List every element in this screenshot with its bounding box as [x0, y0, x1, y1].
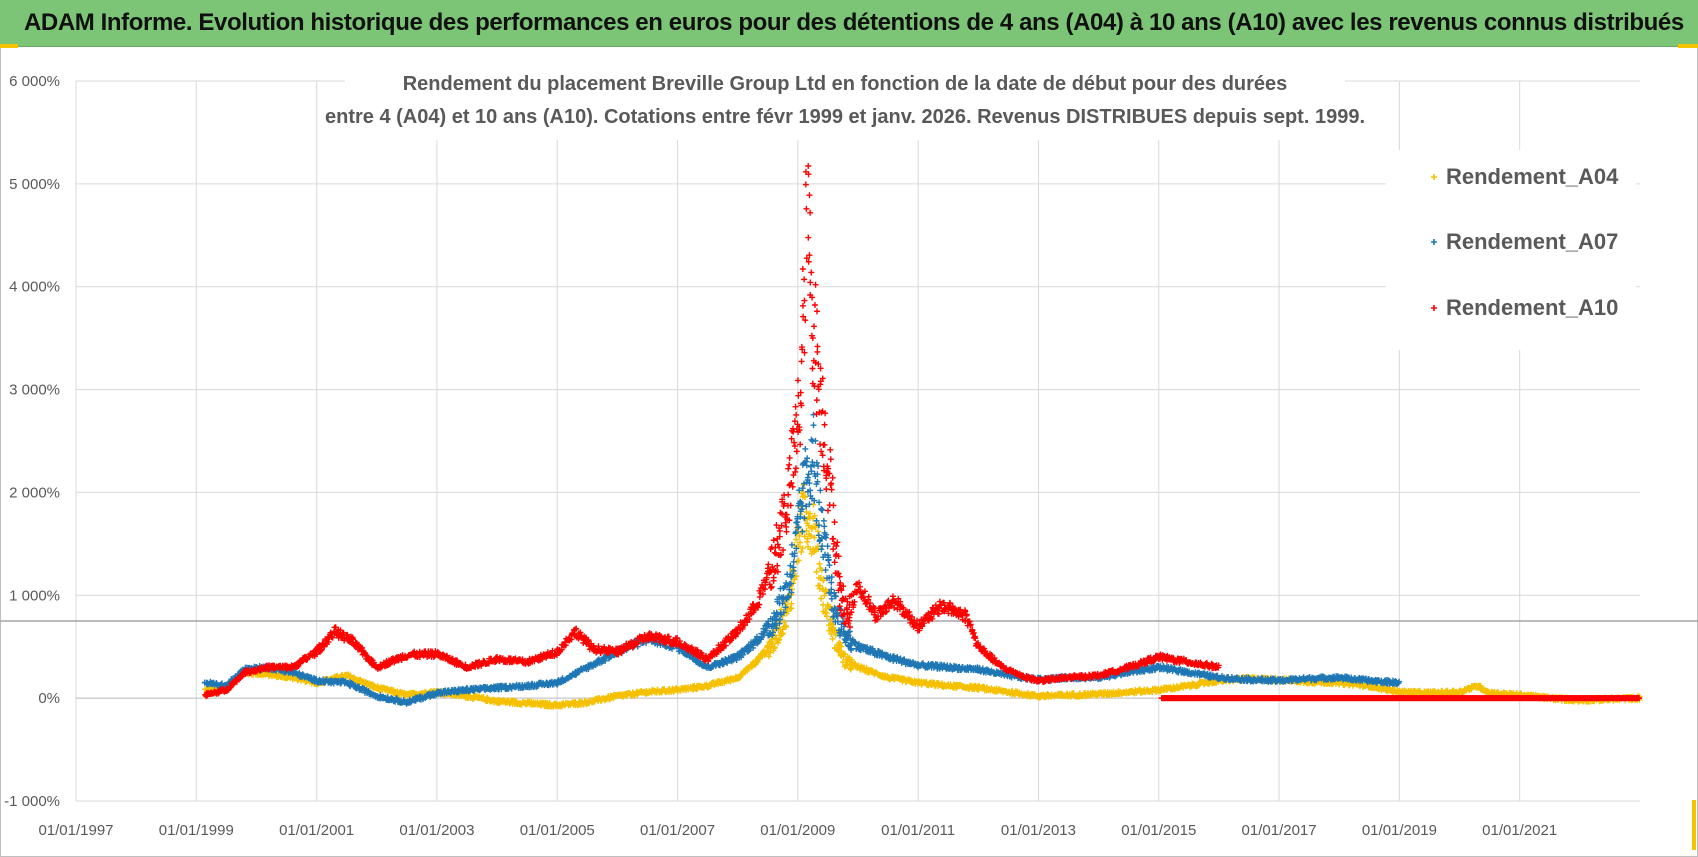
data-point: [810, 422, 817, 429]
data-point: [829, 635, 836, 642]
data-point: [811, 512, 818, 519]
data-point: [800, 480, 807, 487]
series-Rendement_A04: [202, 481, 1643, 710]
x-tick-label: 01/01/2017: [1242, 822, 1317, 839]
data-point: [801, 515, 808, 522]
data-point: [782, 623, 789, 630]
data-point: [822, 567, 829, 574]
data-point: [811, 534, 818, 541]
x-tick-label: 01/01/2015: [1121, 822, 1196, 839]
y-tick-label: -1 000%: [4, 793, 60, 810]
series-Rendement_A10: [202, 117, 1222, 700]
data-point: [805, 522, 812, 529]
data-point: [803, 509, 810, 516]
data-point: [771, 644, 778, 651]
corner-marker-top-right: [1678, 44, 1698, 48]
y-tick-label: 2 000%: [9, 484, 60, 501]
x-tick-label: 01/01/2005: [520, 822, 595, 839]
data-point: [801, 494, 808, 501]
data-point: [819, 506, 826, 513]
data-point: [794, 519, 801, 526]
data-point: [818, 595, 825, 602]
data-point: [820, 517, 827, 524]
data-point: [826, 562, 833, 569]
data-point: [802, 445, 809, 452]
data-point: [837, 640, 844, 647]
x-tick-label: 01/01/2001: [279, 822, 354, 839]
data-point: [788, 605, 795, 612]
data-point: [820, 577, 827, 584]
data-point: [796, 539, 803, 546]
data-point: [821, 523, 828, 530]
x-tick-label: 01/01/2007: [640, 822, 715, 839]
data-point: [816, 560, 823, 567]
y-tick-label: 1 000%: [9, 587, 60, 604]
data-point: [793, 536, 800, 543]
data-point: [765, 653, 772, 660]
data-point: [767, 649, 774, 656]
data-point: [838, 643, 845, 650]
x-tick-label: 01/01/1999: [159, 822, 234, 839]
data-point: [829, 621, 836, 628]
page-title: ADAM Informe. Evolution historique des p…: [24, 9, 1684, 36]
data-point: [815, 463, 822, 470]
data-point: [808, 532, 815, 539]
x-tick-label: 01/01/1997: [38, 822, 113, 839]
x-tick-label: 01/01/2019: [1362, 822, 1437, 839]
data-point: [805, 514, 812, 521]
x-tick-label: 01/01/2013: [1001, 822, 1076, 839]
corner-marker-bottom-right: [1692, 800, 1696, 850]
x-tick-label: 01/01/2011: [881, 822, 955, 839]
x-tick-label: 01/01/2021: [1482, 822, 1557, 839]
data-point: [821, 592, 828, 599]
y-tick-label: 5 000%: [9, 176, 60, 193]
data-point: [776, 636, 783, 643]
data-point: [769, 640, 776, 647]
y-tick-label: 3 000%: [9, 382, 60, 399]
data-point: [799, 545, 806, 552]
data-point: [798, 548, 805, 555]
data-point: [804, 535, 811, 542]
data-point: [807, 510, 814, 517]
data-point: [736, 674, 743, 681]
data-point: [803, 527, 810, 534]
x-tick-label: 01/01/2003: [399, 822, 474, 839]
x-tick-label: 01/01/2009: [760, 822, 835, 839]
y-tick-label: 6 000%: [9, 73, 60, 90]
data-point: [796, 532, 803, 539]
data-point: [847, 666, 854, 673]
data-point: [815, 528, 822, 535]
data-point: [828, 630, 835, 637]
data-point: [813, 568, 820, 575]
data-point: [836, 647, 843, 654]
data-point: [816, 582, 823, 589]
data-point: [823, 613, 830, 620]
data-point: [810, 411, 817, 418]
header-bar: ADAM Informe. Evolution historique des p…: [0, 0, 1698, 47]
y-tick-label: 4 000%: [9, 279, 60, 296]
data-point: [818, 506, 825, 513]
corner-marker-top-left: [0, 44, 18, 48]
y-tick-label: 0%: [38, 690, 60, 707]
data-point: [824, 543, 831, 550]
data-point: [780, 630, 787, 637]
data-point: [795, 557, 802, 564]
